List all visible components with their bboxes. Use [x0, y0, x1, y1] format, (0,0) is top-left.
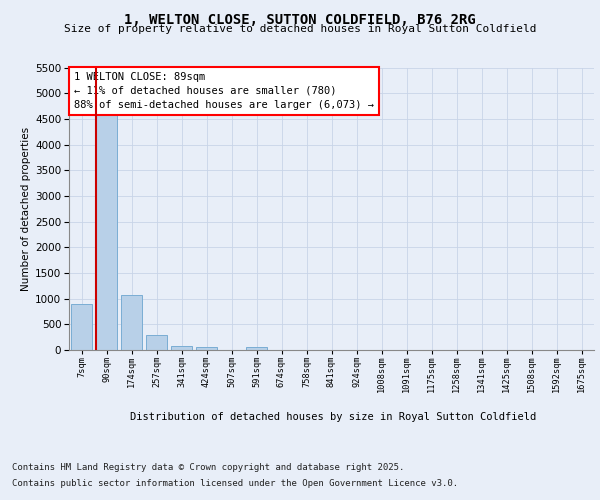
Bar: [121, 295, 142, 350]
Text: Distribution of detached houses by size in Royal Sutton Coldfield: Distribution of detached houses by size …: [130, 412, 536, 422]
Y-axis label: Number of detached properties: Number of detached properties: [21, 126, 31, 291]
Bar: [196, 348, 217, 350]
Text: Contains public sector information licensed under the Open Government Licence v3: Contains public sector information licen…: [12, 478, 458, 488]
Text: Size of property relative to detached houses in Royal Sutton Coldfield: Size of property relative to detached ho…: [64, 24, 536, 34]
Bar: [146, 334, 167, 350]
Bar: [96, 114, 117, 350]
Bar: [246, 348, 267, 350]
Text: Contains HM Land Registry data © Crown copyright and database right 2025.: Contains HM Land Registry data © Crown c…: [12, 464, 404, 472]
Text: 1, WELTON CLOSE, SUTTON COLDFIELD, B76 2RG: 1, WELTON CLOSE, SUTTON COLDFIELD, B76 2…: [124, 12, 476, 26]
Bar: [171, 346, 192, 350]
Text: 1 WELTON CLOSE: 89sqm
← 11% of detached houses are smaller (780)
88% of semi-det: 1 WELTON CLOSE: 89sqm ← 11% of detached …: [74, 72, 374, 110]
Bar: [71, 304, 92, 350]
